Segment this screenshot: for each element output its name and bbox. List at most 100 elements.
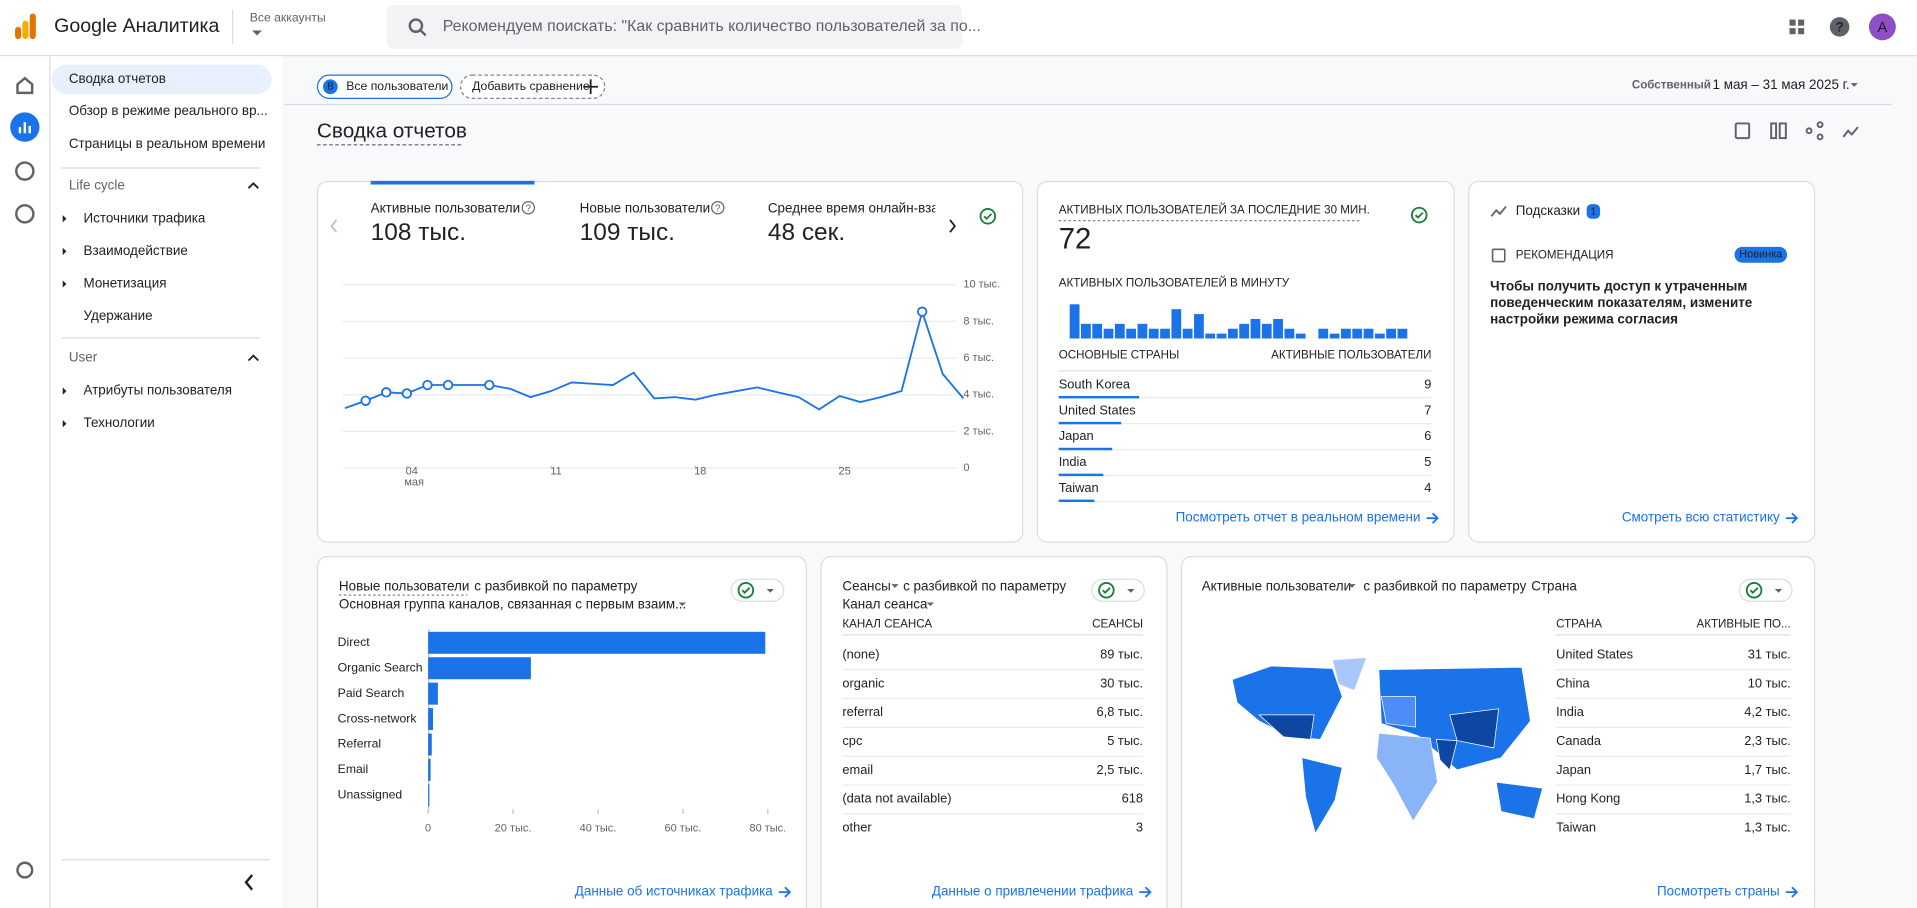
- column-header: СТРАНА: [1556, 618, 1602, 631]
- category-label: Paid Search: [338, 686, 405, 700]
- x-tick-label: 40 тыс.: [580, 822, 617, 834]
- x-tick-label: 04: [406, 466, 418, 478]
- collapse-button[interactable]: [244, 874, 254, 891]
- link[interactable]: Данные об источниках трафика: [575, 884, 773, 899]
- point-marker: [381, 387, 392, 398]
- nav-item[interactable]: Технологии: [83, 415, 154, 430]
- row-value: 2,3 тыс.: [1744, 733, 1790, 748]
- nav-item[interactable]: Монетизация: [83, 276, 166, 291]
- y-tick-label: 0: [963, 462, 969, 474]
- category-label: Cross-network: [338, 711, 418, 725]
- segment-chip[interactable]: [316, 74, 453, 99]
- minute-bar: [1069, 304, 1080, 339]
- row-value: 2,5 тыс.: [1097, 762, 1143, 777]
- column-header: СЕАНСЫ: [1092, 618, 1143, 631]
- check-icon: [1745, 582, 1763, 599]
- compare-menu[interactable]: [1091, 578, 1145, 602]
- y-tick-label: 2 тыс.: [963, 425, 994, 437]
- row-label: email: [842, 762, 873, 777]
- account-caret[interactable]: [252, 30, 262, 36]
- bar: [428, 682, 438, 705]
- link[interactable]: Посмотреть страны: [1657, 884, 1780, 899]
- minute-bar: [1397, 328, 1408, 339]
- nav-item[interactable]: Сводка отчетов: [69, 71, 166, 86]
- minute-bar: [1081, 323, 1091, 339]
- dimension[interactable]: Канал сеанса: [842, 596, 928, 611]
- caret: [1127, 589, 1135, 593]
- row-value: 10 тыс.: [1748, 675, 1791, 690]
- help-icon[interactable]: ?: [1829, 17, 1850, 37]
- x-tick-label: 60 тыс.: [665, 822, 702, 834]
- segment-badge: B: [327, 81, 334, 92]
- rail-icons[interactable]: [10, 76, 40, 879]
- apps-icon[interactable]: [1789, 19, 1805, 35]
- row-bar: [1058, 395, 1140, 399]
- country-name: Taiwan: [1059, 480, 1099, 495]
- point-marker: [422, 379, 433, 391]
- nav-item[interactable]: Атрибуты пользователя: [83, 383, 232, 398]
- compare-chip[interactable]: [459, 74, 606, 99]
- nav-item[interactable]: Удержание: [83, 308, 152, 323]
- country-value: 6: [1424, 428, 1431, 443]
- nav-item[interactable]: Источники трафика: [83, 210, 205, 225]
- search-box[interactable]: [386, 4, 963, 49]
- minute-bar: [1295, 333, 1306, 339]
- next-arrow[interactable]: [949, 219, 957, 233]
- category-label: Referral: [338, 737, 381, 751]
- metric-name[interactable]: Сеансы: [842, 578, 890, 593]
- row-label: China: [1556, 675, 1590, 690]
- row-value: 5 тыс.: [1107, 733, 1143, 748]
- prev-arrow[interactable]: [330, 219, 338, 233]
- map-region: [1495, 781, 1544, 820]
- active-tab: [370, 180, 535, 185]
- minute-bar: [1194, 314, 1204, 339]
- nav-section: User: [69, 350, 98, 365]
- dimension[interactable]: Страна: [1531, 578, 1577, 593]
- account-picker[interactable]: Все аккаунты: [250, 11, 326, 25]
- date-caret[interactable]: [1850, 83, 1858, 87]
- expand-caret: [62, 247, 67, 256]
- title-rest: с разбивкой по параметру: [1363, 578, 1526, 593]
- avatar[interactable]: [1868, 13, 1896, 41]
- caret: [1774, 589, 1783, 593]
- metric-name[interactable]: Новые пользователи: [339, 578, 470, 593]
- link[interactable]: Посмотреть отчет в реальном времени: [1176, 510, 1421, 525]
- minute-bar: [1374, 333, 1385, 339]
- map-region: [1449, 708, 1500, 749]
- card-title: Активные пользователи с разбивкой по пара…: [1202, 578, 1578, 593]
- row-bar: [1058, 473, 1104, 477]
- arrow: [1139, 886, 1152, 898]
- x-tick-label: 20 тыс.: [495, 822, 532, 834]
- link[interactable]: Смотреть всю статистику: [1622, 510, 1780, 525]
- column-header: АКТИВНЫЕ ПО...: [1696, 618, 1790, 631]
- arrow: [1785, 886, 1799, 898]
- card-title: АКТИВНЫХ ПОЛЬЗОВАТЕЛЕЙ ЗА ПОСЛЕДНИЕ 30 М…: [1059, 203, 1370, 216]
- help-icon: [521, 201, 536, 215]
- map-region: [1376, 732, 1438, 822]
- title-actions[interactable]: [1734, 121, 1859, 141]
- country-value: 7: [1424, 402, 1431, 417]
- dimension[interactable]: Основная группа каналов, связанная с пер…: [339, 596, 686, 611]
- compare-menu[interactable]: [1738, 578, 1793, 602]
- category-label: Organic Search: [338, 660, 423, 674]
- compare-menu[interactable]: [730, 578, 785, 602]
- card-title: Новые пользователи с разбивкой по парамет…: [339, 578, 638, 593]
- column-header: КАНАЛ СЕАНСА: [842, 618, 932, 631]
- minute-bar: [1182, 328, 1193, 339]
- country-name: United States: [1059, 402, 1136, 417]
- row-label: cpc: [842, 733, 863, 748]
- link[interactable]: Данные о привлечении трафика: [932, 884, 1134, 899]
- nav-item: Страницы в реальном времени: [69, 136, 266, 151]
- count-badge: [1586, 204, 1601, 219]
- nav-item[interactable]: Взаимодействие: [83, 243, 187, 258]
- metric-name[interactable]: Активные пользователи: [1202, 578, 1351, 593]
- row-value: 30 тыс.: [1100, 675, 1143, 690]
- caret: [926, 602, 935, 607]
- map-region: [1435, 738, 1458, 771]
- segment-name: Все пользователи: [346, 79, 448, 93]
- date-range[interactable]: 1 мая – 31 мая 2025 г.: [1713, 77, 1850, 92]
- svg-text:?: ?: [1836, 20, 1844, 35]
- arrow: [778, 886, 792, 898]
- x-tick-label: 0: [425, 822, 431, 834]
